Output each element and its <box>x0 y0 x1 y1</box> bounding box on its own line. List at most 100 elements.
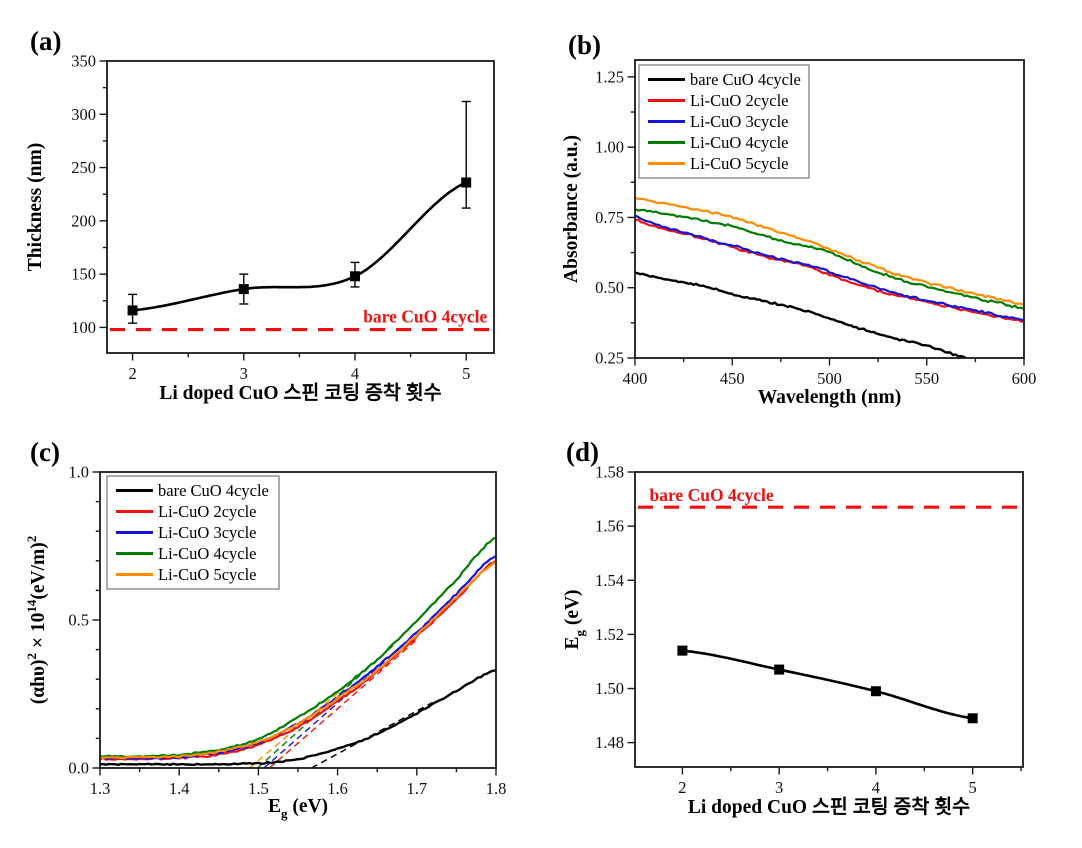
legend-label: Li-CuO 4cycle <box>158 544 257 563</box>
legend-label: Li-CuO 3cycle <box>690 112 789 131</box>
x-axis-label-c: Eg (eV) <box>268 796 328 821</box>
x-tick-label: 1.7 <box>406 779 427 798</box>
series-group-b <box>635 196 1024 358</box>
legend-c: bare CuO 4cycle Li-CuO 2cycle Li-CuO 3cycl… <box>106 475 280 590</box>
y-tick-label: 1.25 <box>595 67 624 86</box>
x-tick-label: 4 <box>872 778 880 797</box>
x-tick-label: 2 <box>678 778 686 797</box>
y-tick-label: 1.0 <box>68 463 89 482</box>
legend-label: bare CuO 4cycle <box>158 481 269 500</box>
legend-label: Li-CuO 5cycle <box>158 565 257 584</box>
x-tick-label: 2 <box>128 364 136 383</box>
series-line-li-cuo-2cycle <box>100 560 496 761</box>
y-axis-label-c: (αhυ)2 × 1014(eV/m)2 <box>24 536 49 705</box>
series-line-li-cuo-2cycle <box>635 218 1024 323</box>
y-tick-label: 0.5 <box>68 611 89 630</box>
y-tick-label: 250 <box>71 158 96 177</box>
series-line-li-cuo-5cycle <box>635 196 1024 306</box>
legend-label: Li-CuO 2cycle <box>690 91 789 110</box>
y-axis-label-d: Eg (eV) <box>562 589 587 649</box>
y-axis-label-a: Thickness (nm) <box>25 143 46 271</box>
y-tick-label: 100 <box>71 318 96 337</box>
x-tick-label: 450 <box>720 369 745 388</box>
data-point-marker <box>461 177 472 188</box>
series-group-a <box>127 100 472 324</box>
series-line-li-cuo-3cycle <box>635 214 1024 321</box>
y-tick-label: 1.50 <box>595 679 624 698</box>
error-bar <box>461 100 471 209</box>
x-tick-label: 400 <box>623 369 648 388</box>
x-tick-label: 1.3 <box>90 779 111 798</box>
y-tick-label: 0.0 <box>68 759 89 778</box>
plot-frame-c <box>99 471 497 769</box>
series-line-li-doped-cuo-band-gap <box>682 649 973 720</box>
y-tick-label: 350 <box>71 52 96 71</box>
axes-c: 1.3 1.4 1.5 1.6 1.7 1.8 0.0 0.5 1.0 <box>68 463 506 799</box>
legend-label: bare CuO 4cycle <box>690 70 801 89</box>
data-point-marker <box>774 664 785 675</box>
x-tick-label: 4 <box>351 364 359 383</box>
y-tick-label: 1.00 <box>595 138 624 157</box>
x-tick-label: 600 <box>1012 369 1037 388</box>
data-point-marker <box>967 713 978 724</box>
x-tick-label: 3 <box>775 778 783 797</box>
series-line-li-cuo-4cycle <box>100 536 496 759</box>
y-tick-label: 150 <box>71 265 96 284</box>
y-tick-label: 1.48 <box>595 733 624 752</box>
plot-frame-b <box>634 59 1025 359</box>
x-tick-label: 3 <box>240 364 248 383</box>
plot-frame-a <box>106 60 495 354</box>
legend-b: bare CuO 4cycle Li-CuO 2cycle Li-CuO 3cycl… <box>638 64 810 179</box>
data-point-marker <box>677 645 688 656</box>
ref-line-label-a: bare CuO 4cycle <box>363 307 487 327</box>
legend-label: Li-CuO 2cycle <box>158 502 257 521</box>
x-axis-label-b: Wavelength (nm) <box>758 387 902 408</box>
x-tick-label: 1.6 <box>327 779 348 798</box>
legend-label: Li-CuO 4cycle <box>690 133 789 152</box>
y-tick-label: 1.56 <box>595 517 624 536</box>
data-point-marker <box>238 284 249 295</box>
y-tick-label: 0.75 <box>595 208 624 227</box>
y-tick-label: 1.52 <box>595 625 624 644</box>
panel-d-bandgap-chart: (d) 2 3 4 5 1.48 1.50 1.52 1.54 1.56 1.58 Li doped … <box>562 437 1024 818</box>
y-axis-label-b: Absorbance (a.u.) <box>561 135 582 283</box>
y-tick-label: 200 <box>71 211 96 230</box>
panel-c-tauc-plot: (c) 1.3 1.4 1.5 1.6 1.7 1.8 0.0 0.5 1.0 Eg (eV) (αh… <box>24 437 506 821</box>
y-tick-label: 0.50 <box>595 278 624 297</box>
axes-d: 2 3 4 5 1.48 1.50 1.52 1.54 1.56 1.58 <box>595 463 1022 797</box>
panel-tag-b: (b) <box>568 30 601 60</box>
panel-b-absorbance-chart: (b) 400 450 500 550 600 0.25 0.50 0.75 1.00 1.25 Wa… <box>561 30 1037 408</box>
series-group-d <box>677 645 978 724</box>
series-line-bare-cuo-4cycle <box>635 271 967 358</box>
panel-tag-d: (d) <box>566 437 599 467</box>
y-tick-label: 1.58 <box>595 463 624 482</box>
y-tick-label: 0.25 <box>595 349 624 368</box>
x-tick-label: 1.4 <box>169 779 190 798</box>
plot-frame-d <box>634 471 1024 768</box>
legend-label: Li-CuO 3cycle <box>158 523 257 542</box>
x-tick-label: 5 <box>462 364 470 383</box>
series-line-bare-cuo-4cycle <box>100 669 496 767</box>
x-tick-label: 500 <box>817 369 842 388</box>
panel-a-thickness-chart: (a) 2 3 4 5 100 150 200 250 300 350 Li doped CuO 스핀… <box>25 26 495 404</box>
data-point-marker <box>349 271 360 282</box>
data-point-marker <box>127 305 138 316</box>
series-line-li-doped-cuo-thickness <box>132 181 467 312</box>
ref-line-label-d: bare CuO 4cycle <box>650 485 774 505</box>
series-line-li-cuo-4cycle <box>635 208 1024 310</box>
x-axis-label-d: Li doped CuO 스핀 코팅 증착 횟수 <box>688 796 970 818</box>
panel-tag-a: (a) <box>30 26 61 56</box>
x-tick-label: 5 <box>969 778 977 797</box>
x-tick-label: 1.5 <box>248 779 269 798</box>
data-point-marker <box>870 686 881 697</box>
x-tick-label: 550 <box>914 369 939 388</box>
y-tick-label: 300 <box>71 105 96 124</box>
legend-label: Li-CuO 5cycle <box>690 154 789 173</box>
x-axis-label-a: Li doped CuO 스핀 코팅 증착 횟수 <box>159 382 441 404</box>
y-tick-label: 1.54 <box>595 571 624 590</box>
axes-a: 2 3 4 5 100 150 200 250 300 350 <box>71 52 470 384</box>
x-tick-label: 1.8 <box>486 779 507 798</box>
panel-tag-c: (c) <box>30 437 60 467</box>
series-line-li-cuo-5cycle <box>100 561 496 760</box>
